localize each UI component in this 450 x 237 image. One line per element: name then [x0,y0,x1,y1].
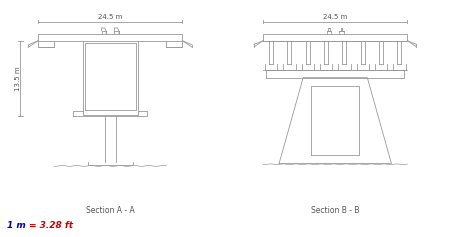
Text: 13.5 m: 13.5 m [14,66,21,91]
Text: 24.5 m: 24.5 m [323,14,347,20]
Text: Section B - B: Section B - B [311,205,360,214]
Text: 24.5 m: 24.5 m [98,14,122,20]
Text: Section A - A: Section A - A [86,205,135,214]
Text: = 3.28 ft: = 3.28 ft [29,221,73,230]
Text: 1 m: 1 m [7,221,26,230]
